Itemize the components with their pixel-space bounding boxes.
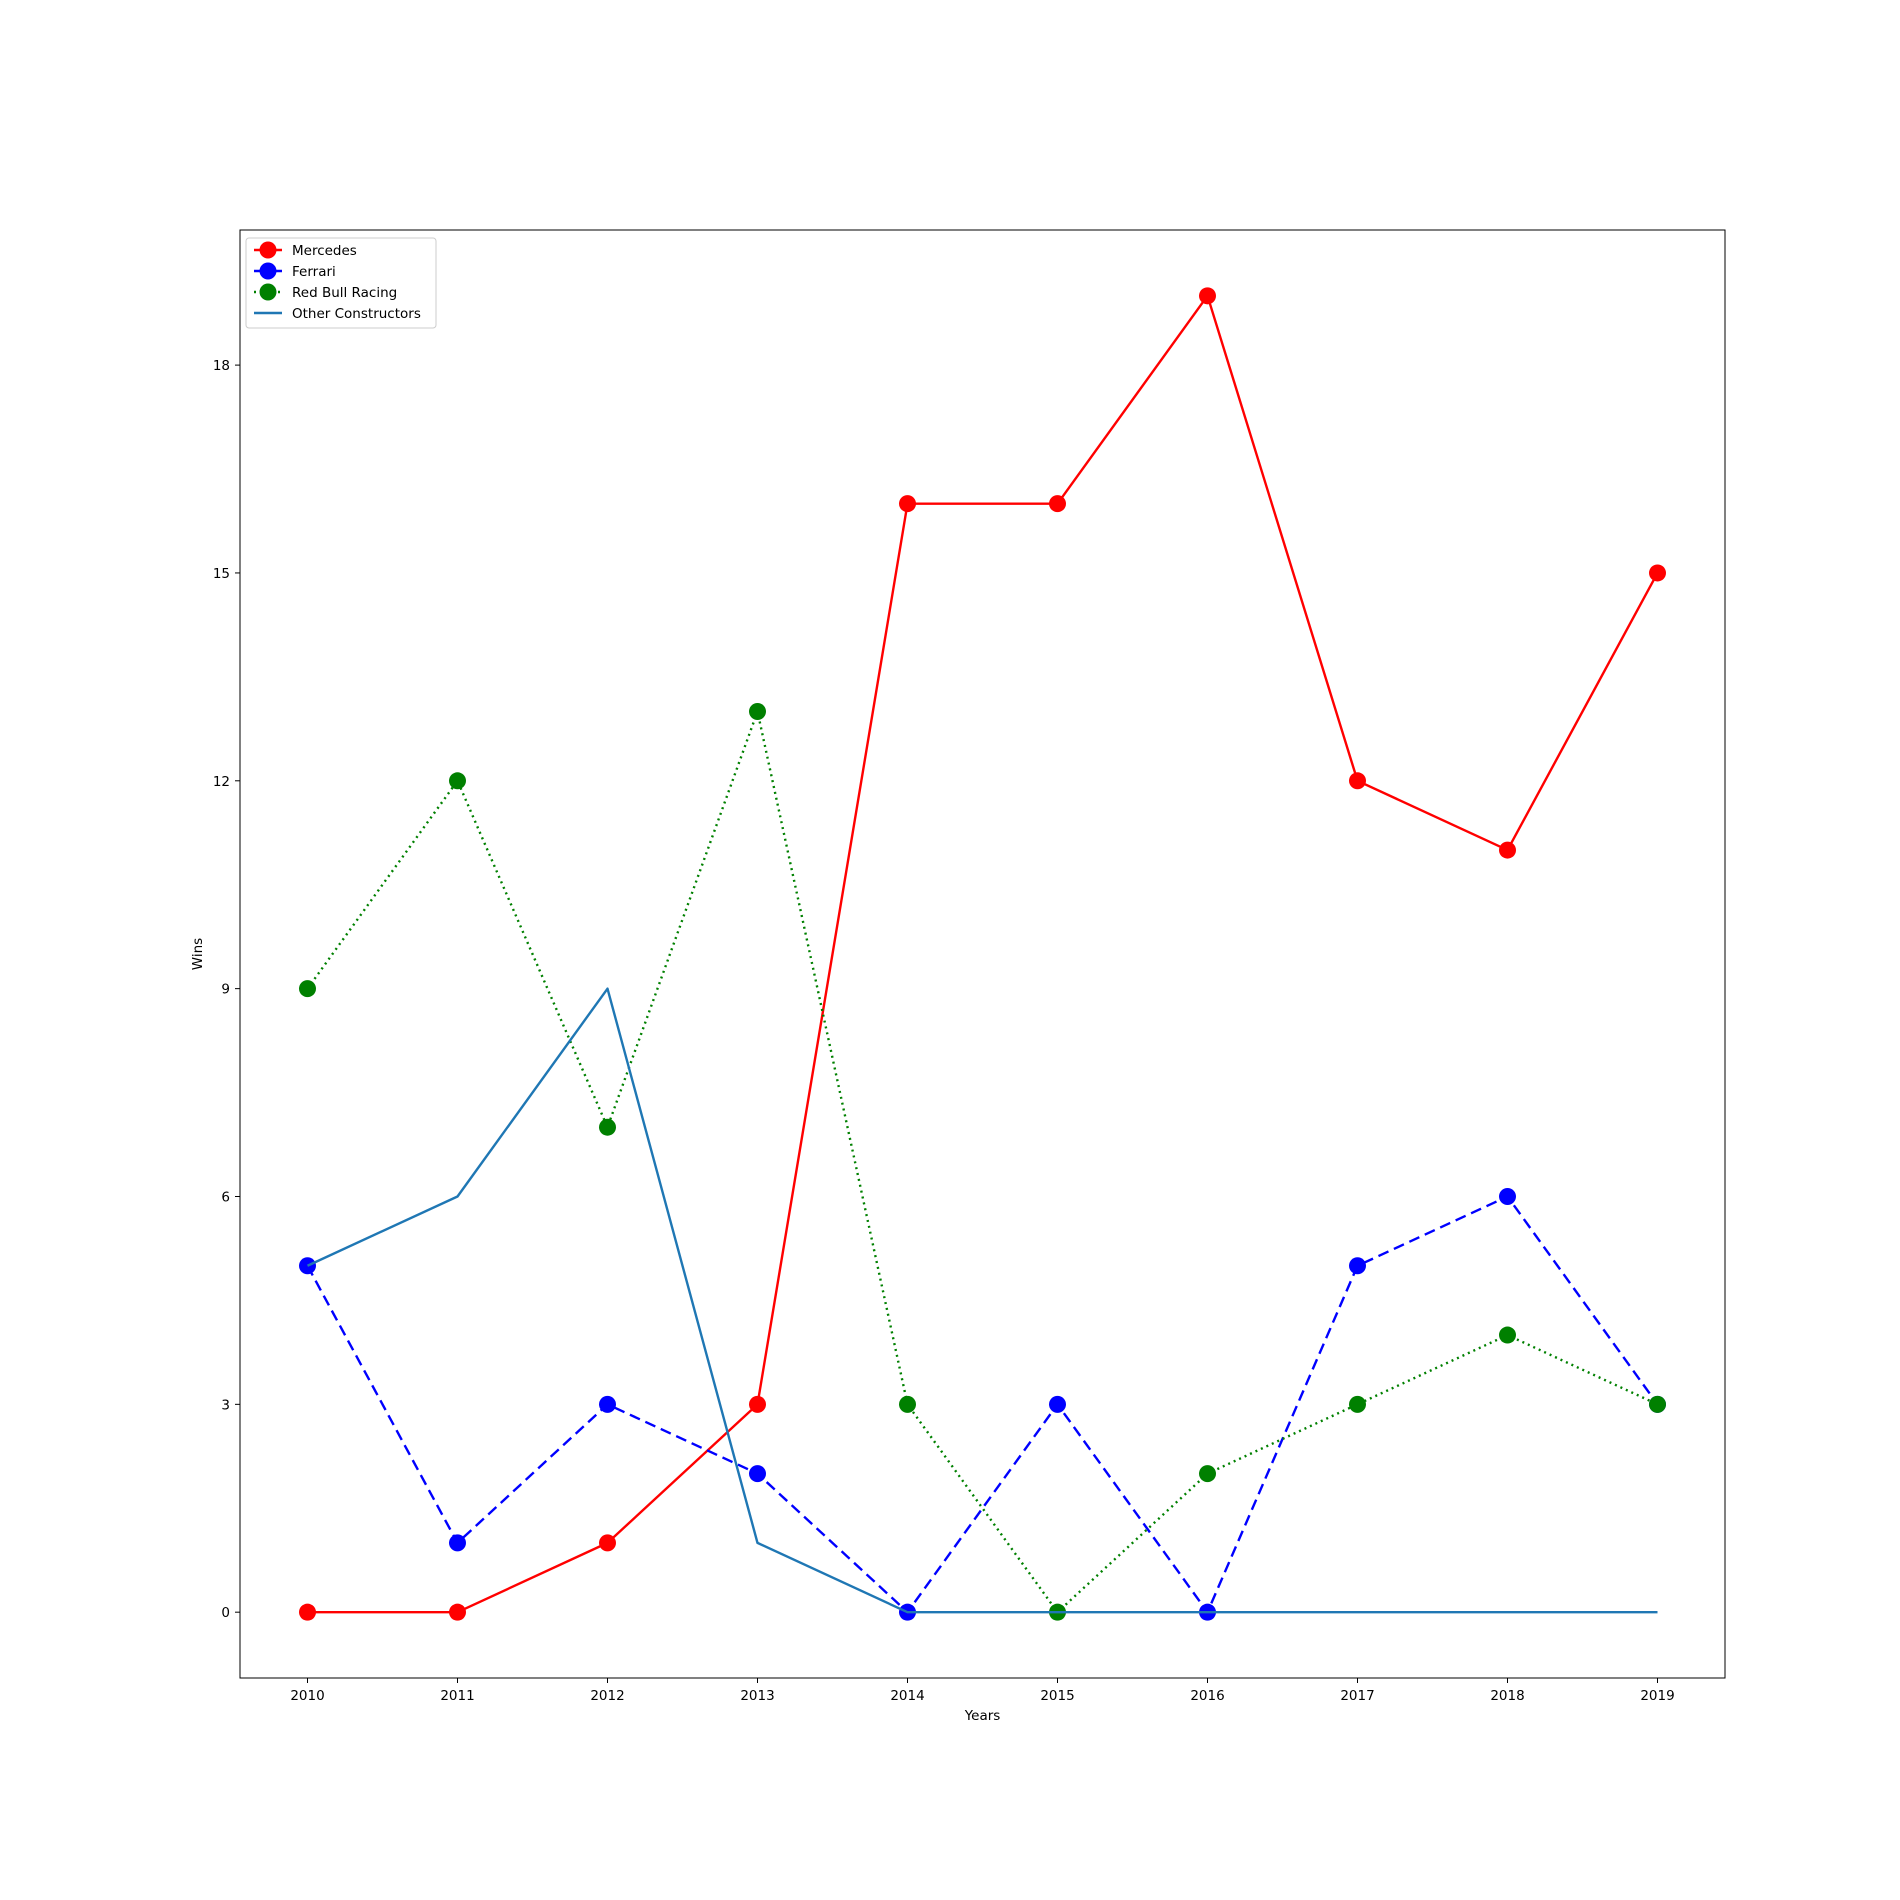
data-point [599, 1534, 616, 1552]
x-tick-label: 2016 [1190, 1688, 1224, 1704]
x-tick-label: 2012 [590, 1688, 624, 1704]
y-axis: 0 3 6 9 12 15 18 [213, 358, 240, 1621]
data-point [1049, 1395, 1066, 1413]
x-axis-label: Years [964, 1708, 1001, 1724]
data-point [899, 495, 916, 513]
y-tick-label: 6 [221, 1189, 230, 1205]
legend-item: Other Constructors [254, 306, 421, 322]
data-point [899, 1395, 916, 1413]
x-tick-label: 2017 [1340, 1688, 1374, 1704]
plot-area-frame [239, 229, 1726, 1679]
data-point [749, 1395, 766, 1413]
data-point [1349, 772, 1366, 790]
data-point [1349, 1395, 1366, 1413]
legend-item: Mercedes [254, 241, 357, 259]
x-tick-label: 2014 [890, 1688, 924, 1704]
series-line [306, 710, 1659, 1614]
data-point [599, 1395, 616, 1413]
y-tick-label: 15 [213, 566, 230, 582]
data-point [299, 1257, 316, 1275]
data-point [299, 980, 316, 998]
data-point [449, 1534, 466, 1552]
data-point [749, 703, 766, 721]
x-tick-label: 2011 [440, 1688, 474, 1704]
legend-label: Ferrari [292, 264, 336, 280]
data-point [1649, 1395, 1666, 1413]
legend-marker [259, 283, 277, 301]
data-point [1649, 564, 1666, 582]
y-tick-label: 18 [213, 358, 230, 374]
y-tick-label: 0 [221, 1605, 230, 1621]
series-line [307, 294, 1659, 1614]
data-point [299, 1603, 316, 1621]
data-point [449, 772, 466, 790]
x-tick-label: 2015 [1040, 1688, 1074, 1704]
legend-box [245, 237, 437, 329]
legend-marker [259, 241, 277, 259]
data-point [1499, 1187, 1516, 1205]
data-point [599, 1118, 616, 1136]
y-tick-label: 12 [213, 774, 230, 790]
legend-item: Ferrari [254, 262, 336, 280]
data-point [1049, 495, 1066, 513]
legend-marker [259, 262, 277, 280]
data-point [449, 1603, 466, 1621]
x-tick-label: 2018 [1490, 1688, 1524, 1704]
series-line [306, 1195, 1659, 1614]
data-point [1349, 1257, 1366, 1275]
series-layer [299, 287, 1666, 1621]
legend-label: Other Constructors [292, 306, 421, 322]
x-tick-label: 2010 [290, 1688, 324, 1704]
data-point [1499, 841, 1516, 859]
legend-item: Red Bull Racing [254, 283, 397, 301]
x-tick-label: 2013 [740, 1688, 774, 1704]
data-point [1199, 1465, 1216, 1483]
legend: Mercedes Ferrari Red Bull Racing Other Cons… [245, 237, 437, 329]
legend-label: Red Bull Racing [292, 285, 397, 301]
x-axis: 2010 2011 2012 2013 2014 2015 2016 2017 2018 2019 [290, 1678, 1675, 1704]
y-tick-label: 3 [221, 1397, 230, 1413]
series-mercedes [299, 287, 1666, 1621]
y-axis-label: Wins [190, 938, 206, 970]
series-other-constructors [306, 987, 1658, 1614]
legend-label: Mercedes [292, 243, 357, 259]
series-line [306, 987, 1658, 1614]
data-point [1199, 287, 1216, 305]
data-point [749, 1465, 766, 1483]
data-point [1499, 1326, 1516, 1344]
x-tick-label: 2019 [1640, 1688, 1674, 1704]
y-tick-label: 9 [221, 982, 230, 998]
